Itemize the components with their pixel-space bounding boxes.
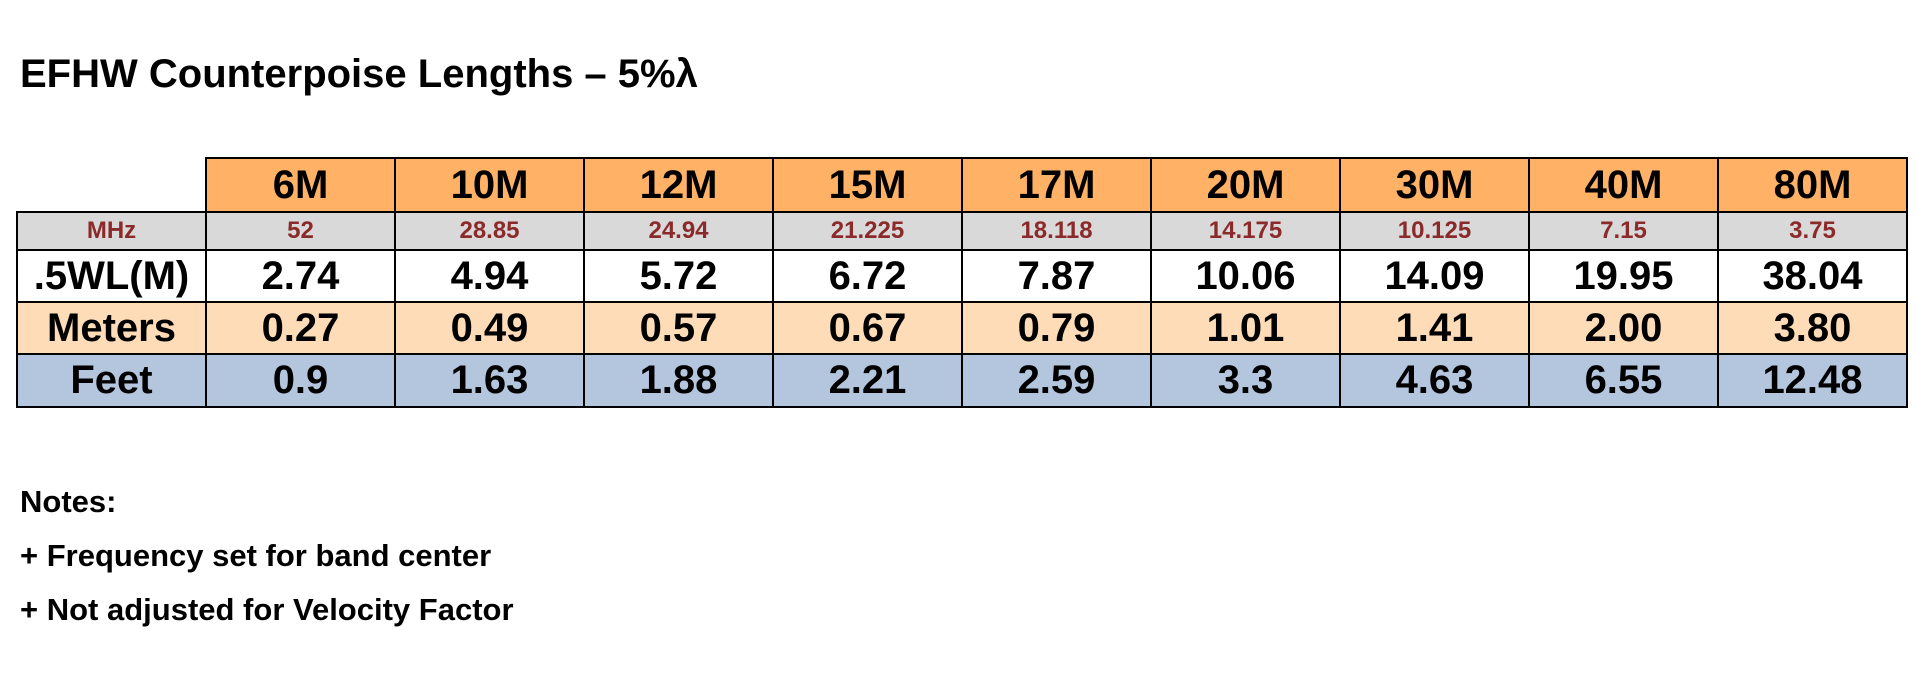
table-cell: 0.79: [961, 301, 1152, 355]
table-cell: 0.49: [394, 301, 585, 355]
table-cell: 2.21: [772, 353, 963, 408]
table-cell: 24.94: [583, 211, 774, 251]
table-cell: 7.15: [1528, 211, 1719, 251]
table-cell: 0.9: [205, 353, 396, 408]
table-cell: 21.225: [772, 211, 963, 251]
note-item: + Not adjusted for Velocity Factor: [20, 592, 514, 627]
row-label: Meters: [16, 301, 207, 355]
table-cell: 7.87: [961, 249, 1152, 303]
notes-section: Notes: + Frequency set for band center +…: [20, 475, 514, 637]
band-header-cell: 10M: [394, 157, 585, 213]
table-cell: 0.67: [772, 301, 963, 355]
counterpoise-table: 6M 10M 12M 15M 17M 20M 30M 40M 80M MHz 5…: [16, 157, 1908, 408]
table-cell: 19.95: [1528, 249, 1719, 303]
table-cell: 10.06: [1150, 249, 1341, 303]
band-header-cell: 80M: [1717, 157, 1908, 213]
table-cell: 6.55: [1528, 353, 1719, 408]
band-header-cell: 12M: [583, 157, 774, 213]
table-cell: 1.01: [1150, 301, 1341, 355]
meters-row: Meters 0.27 0.49 0.57 0.67 0.79 1.01 1.4…: [16, 301, 1908, 355]
table-cell: 0.27: [205, 301, 396, 355]
table-cell: 1.88: [583, 353, 774, 408]
table-cell: 2.00: [1528, 301, 1719, 355]
band-header-cell: 17M: [961, 157, 1152, 213]
corner-cell: [17, 158, 206, 212]
table-cell: 12.48: [1717, 353, 1908, 408]
band-header-cell: 30M: [1339, 157, 1530, 213]
table-cell: 3.3: [1150, 353, 1341, 408]
band-header-row: 6M 10M 12M 15M 17M 20M 30M 40M 80M: [17, 157, 1908, 213]
table-cell: 3.80: [1717, 301, 1908, 355]
table-cell: 4.63: [1339, 353, 1530, 408]
table-cell: 0.57: [583, 301, 774, 355]
table-cell: 6.72: [772, 249, 963, 303]
band-header-cell: 15M: [772, 157, 963, 213]
notes-heading: Notes:: [20, 484, 117, 519]
band-header-cell: 40M: [1528, 157, 1719, 213]
row-label: .5WL(M): [16, 249, 207, 303]
table-cell: 4.94: [394, 249, 585, 303]
mhz-row: MHz 52 28.85 24.94 21.225 18.118 14.175 …: [16, 211, 1908, 251]
feet-row: Feet 0.9 1.63 1.88 2.21 2.59 3.3 4.63 6.…: [16, 353, 1908, 408]
band-header-cell: 20M: [1150, 157, 1341, 213]
table-cell: 10.125: [1339, 211, 1530, 251]
table-cell: 18.118: [961, 211, 1152, 251]
table-cell: 38.04: [1717, 249, 1908, 303]
table-cell: 5.72: [583, 249, 774, 303]
table-cell: 2.74: [205, 249, 396, 303]
half-wavelength-row: .5WL(M) 2.74 4.94 5.72 6.72 7.87 10.06 1…: [16, 249, 1908, 303]
table-cell: 28.85: [394, 211, 585, 251]
row-label: MHz: [16, 211, 207, 251]
table-cell: 14.09: [1339, 249, 1530, 303]
table-cell: 14.175: [1150, 211, 1341, 251]
table-cell: 2.59: [961, 353, 1152, 408]
table-cell: 1.41: [1339, 301, 1530, 355]
band-header-cell: 6M: [205, 157, 396, 213]
note-item: + Frequency set for band center: [20, 538, 492, 573]
row-label: Feet: [16, 353, 207, 408]
page-title: EFHW Counterpoise Lengths – 5%λ: [20, 52, 698, 96]
table-cell: 1.63: [394, 353, 585, 408]
table-cell: 3.75: [1717, 211, 1908, 251]
table-cell: 52: [205, 211, 396, 251]
